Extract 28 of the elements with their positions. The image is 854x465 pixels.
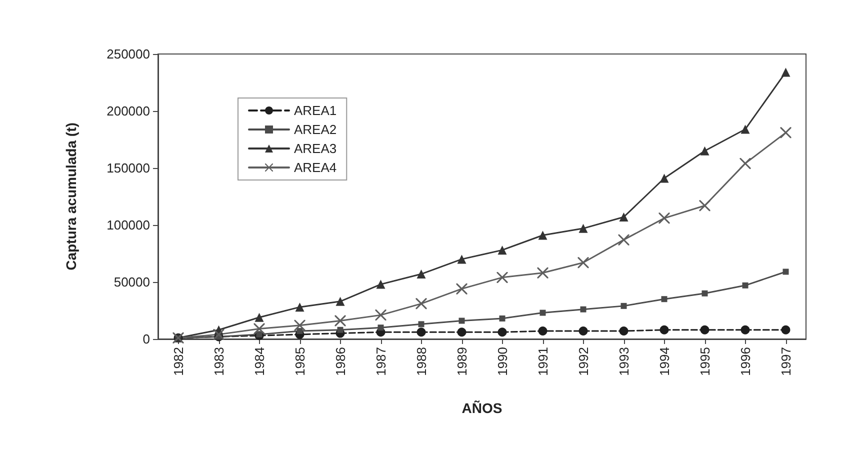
x-axis-title: AÑOS	[462, 400, 502, 416]
y-tick-label: 200000	[106, 104, 150, 118]
x-tick-label: 1983	[211, 347, 226, 376]
x-tick-label: 1994	[656, 347, 672, 376]
x-tick-label: 1993	[616, 347, 632, 376]
legend-label: AREA3	[294, 141, 337, 156]
y-axis-title: Captura acumulada (t)	[63, 122, 79, 270]
y-tick-label: 100000	[106, 218, 150, 232]
y-tick-label: 150000	[106, 160, 150, 176]
x-tick-label: 1991	[535, 347, 550, 376]
x-tick-label: 1982	[170, 347, 186, 376]
x-tick-label: 1996	[738, 347, 753, 376]
x-tick-label: 1987	[373, 347, 388, 376]
x-tick-label: 1989	[454, 347, 470, 376]
y-tick-label: 0	[142, 332, 150, 346]
legend-label: AREA1	[294, 103, 337, 118]
y-tick-label: 50000	[114, 274, 150, 290]
x-tick-label: 1992	[576, 347, 591, 376]
x-tick-label: 1997	[778, 347, 794, 376]
x-tick-label: 1986	[332, 347, 348, 376]
legend-label: AREA2	[294, 122, 337, 137]
x-tick-label: 1995	[697, 347, 712, 376]
x-tick-label: 1985	[292, 347, 308, 376]
legend-label: AREA4	[294, 160, 337, 175]
x-tick-label: 1988	[414, 347, 429, 376]
x-tick-label: 1984	[252, 347, 267, 376]
y-tick-label: 250000	[106, 46, 150, 62]
x-tick-label: 1990	[494, 347, 510, 376]
